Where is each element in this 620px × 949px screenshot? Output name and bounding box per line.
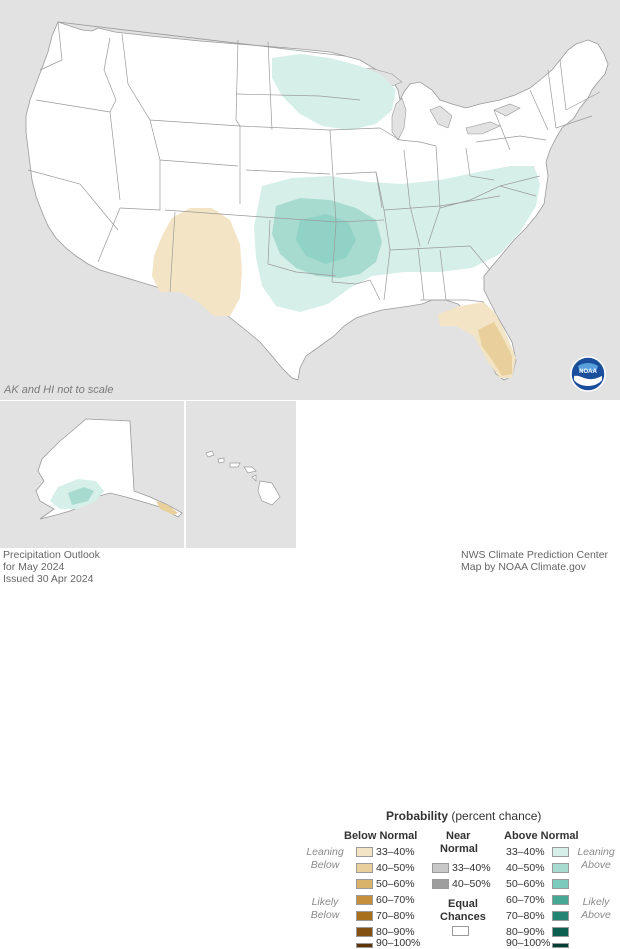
above-range-6: 90–100% [506, 937, 551, 949]
conus-map: AK and HI not to scale NOAA [0, 0, 620, 400]
below-range-6: 90–100% [376, 937, 421, 949]
near-swatch-0 [432, 863, 449, 873]
footer-right-line1: NWS Climate Prediction Center [461, 549, 609, 561]
state-borders [27, 21, 601, 303]
likely-below-label: Likely Below [302, 896, 348, 922]
canada-border [57, 21, 346, 57]
noaa-logo: NOAA [570, 356, 606, 392]
below-swatch-4 [356, 911, 373, 921]
above-swatch-6 [552, 943, 569, 948]
above-range-1: 40–50% [506, 862, 545, 874]
scale-note: AK and HI not to scale [4, 384, 114, 396]
likely-above-line1: Likely [582, 896, 610, 908]
below-range-4: 70–80% [376, 910, 415, 922]
footer-left-line2: for May 2024 [3, 561, 65, 573]
above-range-3: 60–70% [506, 894, 545, 906]
hawaii-islands [205, 450, 281, 506]
above-swatch-5 [552, 927, 569, 937]
legend-title-rest: (percent chance) [451, 809, 542, 823]
legend-title: Probability (percent chance) [386, 809, 541, 823]
alaska-above-40-50 [68, 487, 94, 505]
above-swatch-2 [552, 879, 569, 889]
below-normal-33-40-southwest [152, 208, 242, 316]
above-normal-header: Above Normal [504, 830, 579, 842]
equal-chances-1: Equal [448, 898, 478, 910]
legend-title-bold: Probability [386, 809, 449, 823]
footer-right: NWS Climate Prediction Center Map by NOA… [461, 549, 608, 573]
inset-row: Probability (percent chance) Below Norma… [0, 401, 620, 949]
alaska-below-33-40 [156, 501, 178, 515]
above-normal-50-60-core [296, 214, 356, 264]
equal-chances-swatch [452, 926, 469, 936]
below-swatch-1 [356, 863, 373, 873]
svg-text:NOAA: NOAA [579, 369, 597, 375]
leaning-above-line1: Leaning [577, 846, 615, 858]
leaning-above-line2: Above [581, 859, 611, 871]
above-swatch-0 [552, 847, 569, 857]
leaning-below-line2: Below [310, 859, 340, 871]
below-swatch-6 [356, 943, 373, 948]
above-range-2: 50–60% [506, 878, 545, 890]
alaska-map [35, 418, 183, 520]
leaning-above-label: Leaning Above [574, 846, 618, 872]
leaning-below-line1: Leaning [306, 846, 344, 858]
above-swatch-4 [552, 911, 569, 921]
below-range-1: 40–50% [376, 862, 415, 874]
likely-above-line2: Above [581, 909, 611, 921]
above-normal-33-40-northern-plains [272, 54, 396, 130]
below-swatch-2 [356, 879, 373, 889]
below-range-3: 60–70% [376, 894, 415, 906]
footer-left-line3: Issued 30 Apr 2024 [3, 573, 94, 585]
below-swatch-3 [356, 895, 373, 905]
near-swatch-1 [432, 879, 449, 889]
hawaii-map [205, 450, 281, 506]
near-normal-header-1: Near [446, 830, 471, 842]
below-normal-header: Below Normal [344, 830, 418, 842]
conus-map-svg [25, 21, 609, 381]
alaska-inset [0, 401, 184, 548]
hawaii-inset [186, 401, 296, 548]
below-range-2: 50–60% [376, 878, 415, 890]
footer-left-line1: Precipitation Outlook [3, 549, 100, 561]
below-swatch-0 [356, 847, 373, 857]
below-swatch-5 [356, 927, 373, 937]
legend: Probability (percent chance) Below Norma… [298, 802, 620, 949]
footer-right-line2: Map by NOAA Climate.gov [461, 561, 586, 573]
below-range-0: 33–40% [376, 846, 415, 858]
above-swatch-3 [552, 895, 569, 905]
likely-below-line2: Below [310, 909, 340, 921]
equal-chances-2: Chances [440, 911, 486, 923]
near-range-0: 33–40% [452, 862, 491, 874]
above-swatch-1 [552, 863, 569, 873]
footer-left: Precipitation Outlook for May 2024 Issue… [3, 549, 100, 585]
likely-below-line1: Likely [311, 896, 339, 908]
below-normal-40-50-florida [478, 322, 512, 376]
near-normal-header-2: Normal [440, 843, 478, 855]
likely-above-label: Likely Above [574, 896, 618, 922]
leaning-below-label: Leaning Below [302, 846, 348, 872]
above-range-4: 70–80% [506, 910, 545, 922]
above-range-0: 33–40% [506, 846, 545, 858]
near-range-1: 40–50% [452, 878, 491, 890]
